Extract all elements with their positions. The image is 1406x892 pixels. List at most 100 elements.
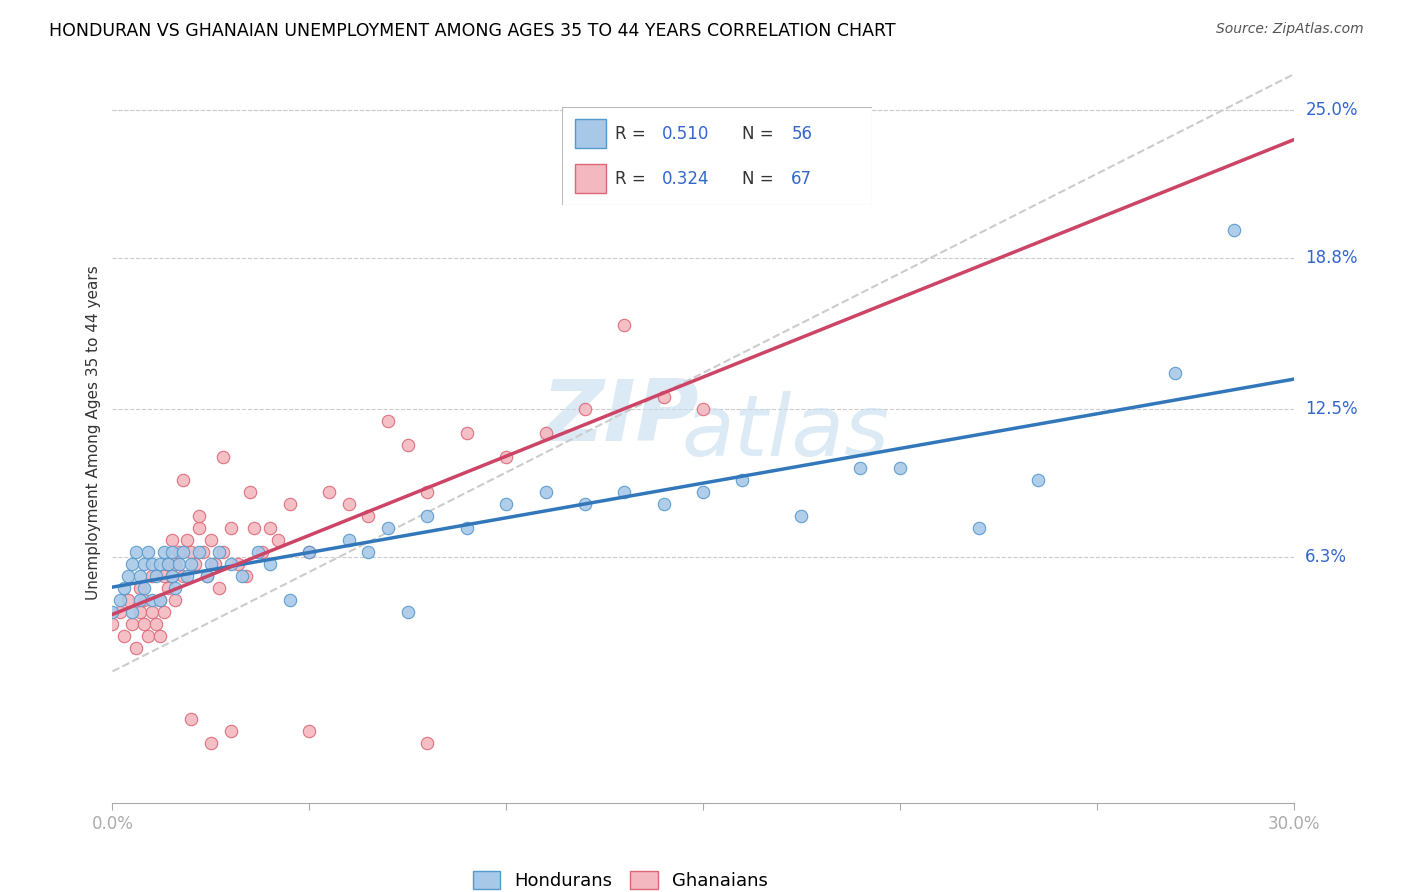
Point [180,545,202,559]
Point [184,557,207,571]
Point [456,521,478,535]
Point [396,605,419,619]
Point [180,557,202,571]
Point [967,521,990,535]
Point [152,545,174,559]
Point [228,557,250,571]
Point [357,509,380,524]
Point [208,545,231,559]
Point [416,509,439,524]
Point [188,545,211,559]
Point [195,569,218,583]
Point [195,569,218,583]
Point [149,557,172,571]
Point [141,605,163,619]
Point [1223,222,1246,236]
Point [259,557,281,571]
Point [204,557,226,571]
Point [172,569,194,583]
Point [849,461,872,475]
Point [416,485,439,500]
Point [200,736,222,750]
Point [235,569,257,583]
Point [211,545,233,559]
Y-axis label: Unemployment Among Ages 35 to 44 years: Unemployment Among Ages 35 to 44 years [86,265,101,600]
Point [278,592,301,607]
Point [156,557,179,571]
Point [156,581,179,595]
Point [136,545,159,559]
Text: atlas: atlas [682,391,890,475]
Point [416,736,439,750]
Point [112,629,135,643]
Point [132,557,155,571]
Point [239,485,262,500]
Point [211,450,233,464]
Point [101,616,124,631]
Point [145,616,167,631]
Point [110,605,132,619]
Point [117,592,139,607]
Point [298,724,321,739]
Point [298,545,321,559]
Point [141,592,163,607]
Point [169,545,191,559]
Point [172,545,194,559]
Point [534,425,557,440]
Point [160,533,183,547]
Text: N =: N = [742,125,779,143]
Text: 6.3%: 6.3% [1305,548,1347,566]
Point [160,569,183,583]
Point [188,509,211,524]
Point [456,425,478,440]
Point [574,401,596,416]
Point [790,509,813,524]
Point [495,497,517,511]
Point [180,712,202,726]
Point [337,533,360,547]
Point [129,605,152,619]
Text: 67: 67 [792,169,813,187]
Point [152,569,174,583]
Point [495,450,517,464]
Point [692,485,714,500]
Point [132,616,155,631]
Text: 0.324: 0.324 [661,169,709,187]
Point [129,592,152,607]
Point [101,605,124,619]
Point [278,497,301,511]
Point [243,521,266,535]
Point [121,557,143,571]
Point [377,521,399,535]
Point [219,724,242,739]
Point [165,557,187,571]
Point [156,557,179,571]
Point [731,474,754,488]
Text: 25.0%: 25.0% [1305,101,1358,120]
Point [200,557,222,571]
Point [160,569,183,583]
Point [377,414,399,428]
Point [172,474,194,488]
Point [121,605,143,619]
FancyBboxPatch shape [562,107,872,205]
Point [337,497,360,511]
Text: R =: R = [614,125,651,143]
Point [132,592,155,607]
Point [121,616,143,631]
Point [141,569,163,583]
Point [176,569,198,583]
Point [160,545,183,559]
Point [1164,366,1187,380]
Text: R =: R = [614,169,651,187]
Text: HONDURAN VS GHANAIAN UNEMPLOYMENT AMONG AGES 35 TO 44 YEARS CORRELATION CHART: HONDURAN VS GHANAIAN UNEMPLOYMENT AMONG … [49,22,896,40]
Point [129,569,152,583]
Point [247,545,270,559]
Point [176,533,198,547]
Text: ZIP: ZIP [541,376,699,459]
Point [613,318,636,333]
Legend: Hondurans, Ghanaians: Hondurans, Ghanaians [465,863,775,892]
Point [357,545,380,559]
Point [574,497,596,511]
Point [219,557,242,571]
